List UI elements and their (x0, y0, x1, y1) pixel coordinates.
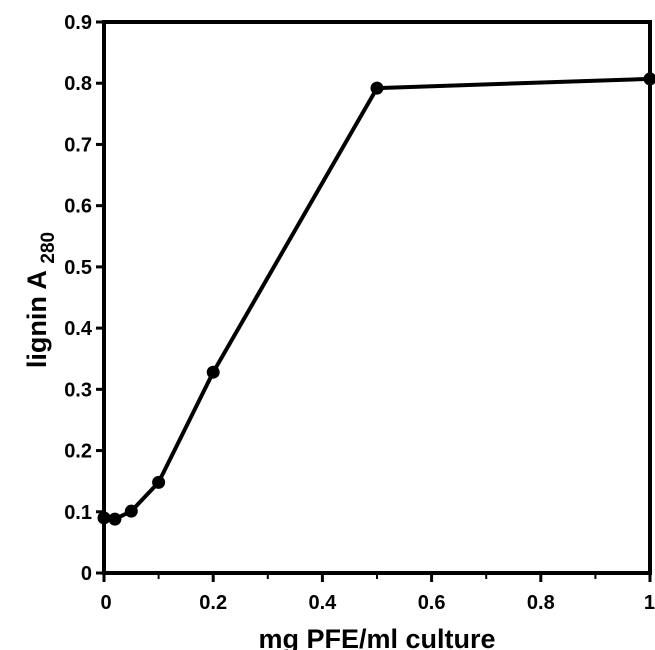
data-point-6 (643, 72, 655, 86)
data-point-2 (124, 504, 138, 518)
y-tick-label-6: 0.6 (64, 196, 92, 218)
plot-frame (102, 20, 652, 575)
y-tick-label-4: 0.4 (64, 318, 93, 340)
series-line (103, 76, 651, 522)
x-axis-title: mg PFE/ml culture (258, 624, 495, 650)
y-axis-title: lignin A 280 (22, 232, 59, 368)
svg-text:lignin A 28: lignin A 280 (22, 232, 59, 368)
data-points (97, 72, 655, 526)
y-axis-title-symbol: A (22, 271, 52, 290)
y-tick-label-1: 0.1 (64, 502, 92, 524)
y-tick-label-7: 0.7 (64, 134, 92, 156)
y-axis-title-word: lignin (22, 296, 52, 368)
y-tick-label-5: 0.5 (64, 257, 92, 279)
data-point-4 (206, 365, 220, 379)
data-point-1 (108, 512, 122, 526)
x-tick-label-4: 0.8 (527, 592, 555, 614)
data-point-0 (97, 511, 111, 525)
tick-labels: 0 0.1 0.2 0.3 0.4 0.5 0.6 0.7 0.8 0.9 0 0.2 0.4 0.6 0.… (64, 12, 655, 614)
y-axis-title-subscript: 280 (38, 232, 59, 264)
x-tick-label-3: 0.6 (418, 592, 446, 614)
x-tick-label-5: 1 (644, 592, 655, 614)
x-tick-label-0: 0 (100, 592, 111, 614)
y-tick-label-2: 0.2 (64, 441, 92, 463)
y-tick-label-9: 0.9 (64, 12, 92, 34)
x-tick-label-2: 0.4 (308, 592, 337, 614)
axis-ticks (96, 20, 652, 582)
y-tick-label-0: 0 (81, 563, 92, 585)
data-point-3 (152, 475, 166, 489)
data-point-5 (370, 81, 384, 95)
x-tick-label-1: 0.2 (199, 592, 227, 614)
y-tick-label-3: 0.3 (64, 379, 92, 401)
y-tick-label-8: 0.8 (64, 73, 92, 95)
